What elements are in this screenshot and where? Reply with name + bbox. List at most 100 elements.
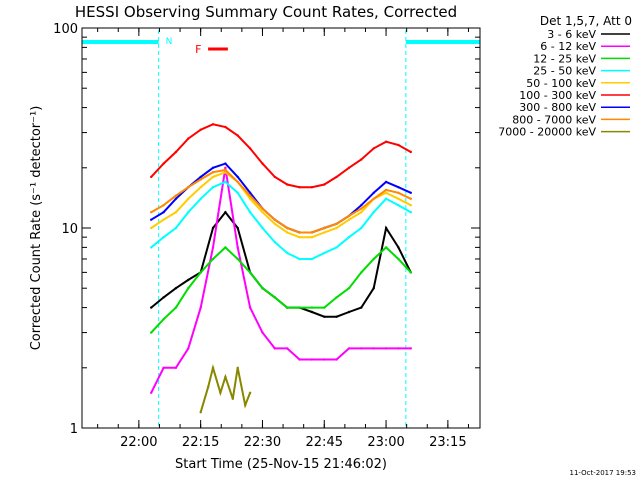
series-3-point bbox=[310, 257, 314, 261]
series-4-point bbox=[384, 191, 388, 194]
series-2-point bbox=[150, 331, 153, 334]
series-4-point bbox=[298, 236, 301, 239]
series-1-point bbox=[360, 347, 363, 350]
legend-label-1: 6 - 12 keV bbox=[540, 40, 596, 53]
x-tick-label: 23:15 bbox=[429, 435, 466, 450]
series-3-point bbox=[248, 211, 252, 214]
series-5-point bbox=[261, 162, 264, 165]
series-2-point bbox=[397, 257, 400, 261]
x-tick-label: 22:15 bbox=[182, 435, 219, 450]
series-5-point bbox=[397, 143, 400, 147]
series-7-point bbox=[360, 207, 363, 210]
series-8-point bbox=[236, 366, 239, 369]
series-2-point bbox=[347, 287, 351, 290]
series-0-point bbox=[335, 315, 338, 318]
series-3-point bbox=[187, 211, 190, 214]
series-line-1 bbox=[150, 167, 411, 394]
series-6-point bbox=[248, 191, 252, 194]
series-7-point bbox=[199, 178, 202, 181]
series-1-point bbox=[224, 166, 227, 169]
y-tick-label: 100 bbox=[53, 22, 78, 37]
series-3-point bbox=[174, 226, 178, 230]
series-7-point bbox=[273, 218, 276, 221]
series-2-point bbox=[211, 257, 215, 261]
series-3-point bbox=[409, 211, 412, 214]
series-5-point bbox=[347, 166, 351, 169]
series-4-point bbox=[397, 197, 400, 200]
series-1-point bbox=[347, 347, 351, 350]
series-3-point bbox=[199, 197, 202, 200]
series-7-point bbox=[174, 194, 178, 197]
legend-label-2: 12 - 25 keV bbox=[533, 52, 596, 65]
series-0-point bbox=[174, 287, 178, 290]
series-4-point bbox=[310, 236, 314, 239]
series-8-point bbox=[244, 404, 247, 407]
series-7-point bbox=[286, 226, 289, 230]
x-tick-label: 22:30 bbox=[244, 435, 281, 450]
series-0-point bbox=[150, 306, 153, 309]
series-3-point bbox=[224, 180, 227, 184]
series-line-2 bbox=[150, 246, 412, 334]
series-4-point bbox=[409, 204, 412, 207]
series-2-point bbox=[187, 287, 190, 290]
y-tick-label: 10 bbox=[61, 222, 78, 237]
legend-title: Det 1,5,7, Att 0 bbox=[540, 14, 632, 28]
series-2-point bbox=[310, 306, 314, 309]
series-2-point bbox=[335, 296, 338, 299]
series-3-point bbox=[286, 251, 289, 255]
series-0-point bbox=[310, 310, 314, 314]
series-7-point bbox=[187, 186, 190, 189]
series-8-point bbox=[211, 366, 215, 369]
series-6-point bbox=[372, 191, 375, 194]
series-8-point bbox=[199, 411, 202, 414]
series-5-point bbox=[360, 158, 363, 161]
series-6-point bbox=[397, 186, 400, 189]
series-3-point bbox=[360, 226, 363, 230]
series-7-point bbox=[224, 168, 227, 172]
legend-label-5: 100 - 300 keV bbox=[519, 89, 596, 102]
legend-label-6: 300 - 800 keV bbox=[519, 101, 596, 114]
series-3-point bbox=[397, 204, 400, 207]
series-3-point bbox=[261, 226, 264, 230]
series-3-point bbox=[347, 236, 351, 239]
series-1-point bbox=[211, 246, 215, 249]
series-0-point bbox=[397, 246, 400, 249]
series-1-point bbox=[372, 347, 375, 350]
legend-label-8: 7000 - 20000 keV bbox=[498, 126, 596, 139]
series-5-point bbox=[409, 150, 412, 154]
series-5-point bbox=[187, 137, 190, 140]
series-7-point bbox=[310, 231, 314, 234]
series-4-point bbox=[360, 211, 363, 214]
series-1-point bbox=[248, 306, 252, 309]
series-1-point bbox=[150, 391, 153, 394]
series-2-point bbox=[372, 257, 375, 261]
series-4-point bbox=[347, 218, 351, 221]
series-5-point bbox=[224, 125, 227, 129]
plot-marks: NF bbox=[82, 30, 480, 428]
series-5-point bbox=[211, 123, 215, 126]
series-2-point bbox=[174, 306, 178, 309]
series-2-point bbox=[298, 306, 301, 309]
series-7-point bbox=[211, 171, 215, 174]
series-line-3 bbox=[150, 180, 412, 260]
x-tick-label: 22:45 bbox=[306, 435, 343, 450]
series-6-point bbox=[174, 197, 178, 200]
series-0-point bbox=[162, 296, 165, 299]
series-7-point bbox=[162, 204, 165, 207]
series-3-point bbox=[335, 246, 338, 249]
series-1-point bbox=[199, 306, 202, 309]
series-5-point bbox=[174, 150, 178, 154]
series-0-point bbox=[236, 226, 239, 230]
series-8-point bbox=[206, 386, 210, 389]
series-6-point bbox=[409, 191, 412, 194]
series-3-point bbox=[211, 186, 215, 189]
series-line-7 bbox=[150, 168, 412, 234]
series-5-point bbox=[286, 183, 289, 186]
series-6-point bbox=[224, 162, 227, 165]
series-1-point bbox=[409, 347, 412, 350]
series-2-point bbox=[323, 306, 326, 309]
series-5-point bbox=[335, 175, 338, 179]
series-0-point bbox=[372, 287, 375, 290]
series-7-point bbox=[372, 197, 375, 200]
series-3-point bbox=[298, 257, 301, 261]
